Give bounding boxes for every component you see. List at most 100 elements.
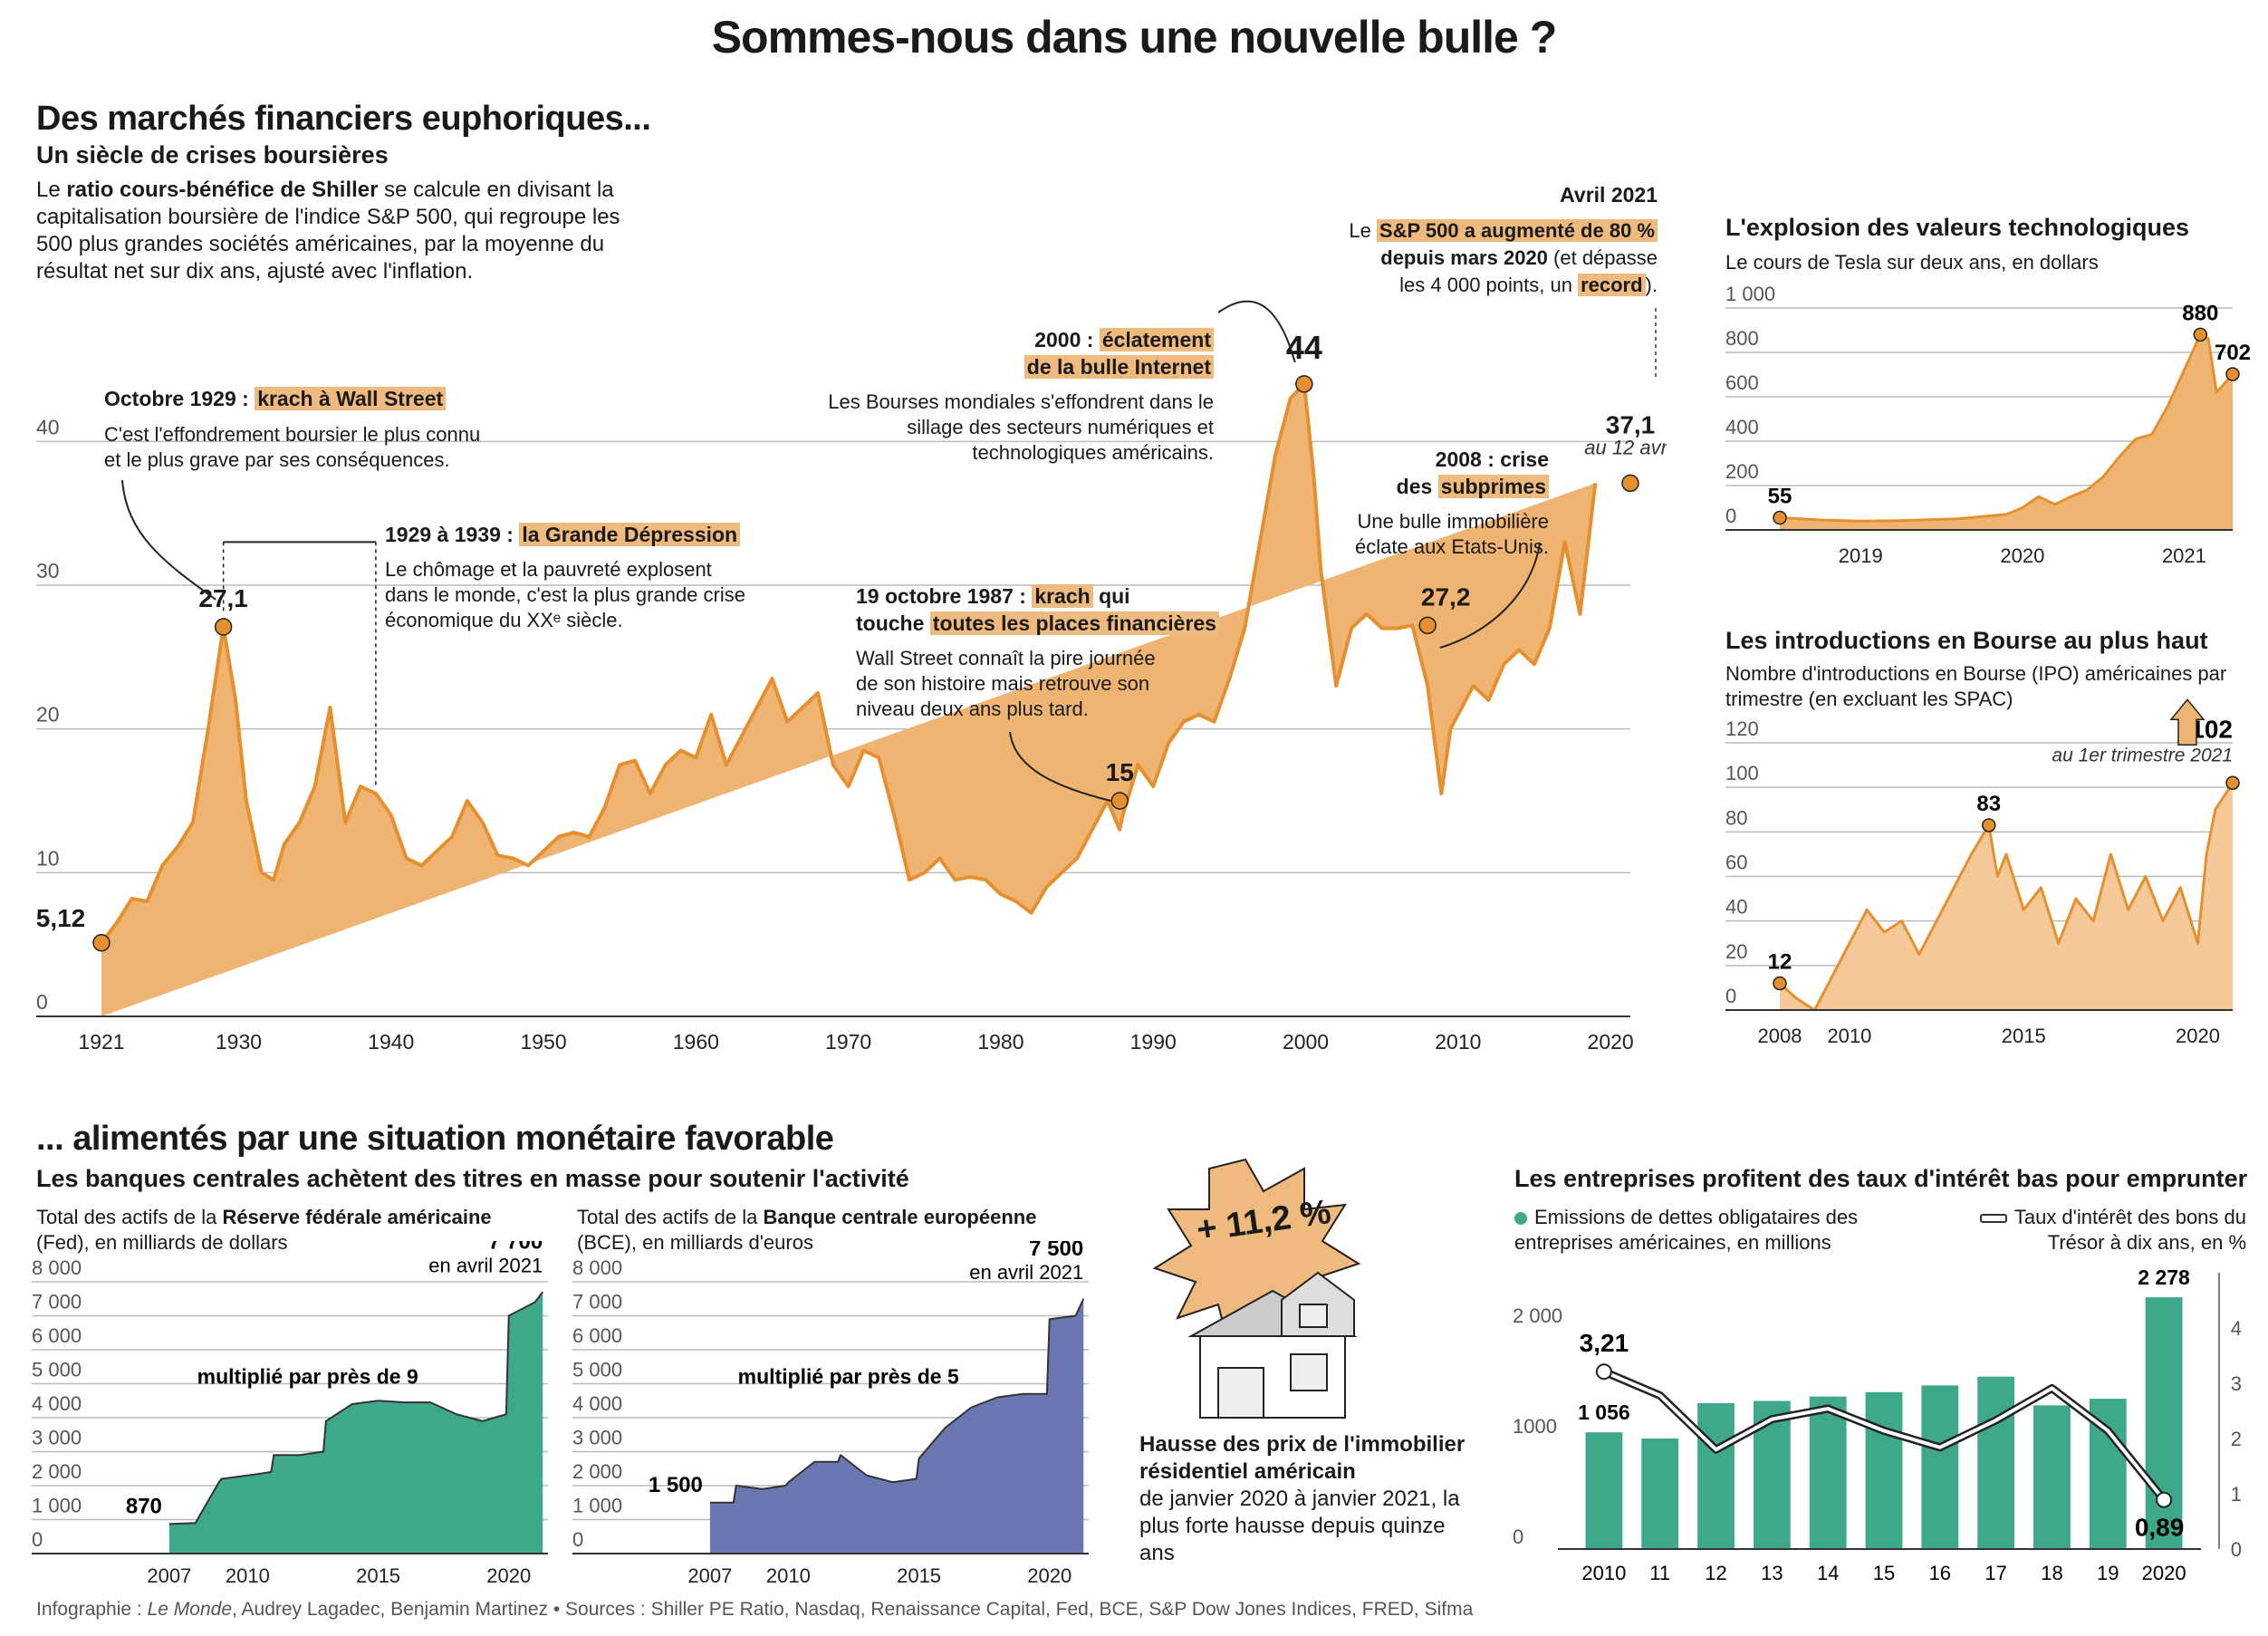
series-line — [1779, 332, 2234, 523]
shiller-chart: 0 10 20 30 40 1921 1930 1940 1950 1960 1970 1980 199… — [36, 300, 1667, 1054]
bce-chart: 0 1 000 2 000 3 000 4 000 5 000 6 000 7 000 8 00… — [572, 1241, 1089, 1587]
x-tick-label: 2020 — [486, 1564, 531, 1587]
y-tick-label: 4 000 — [572, 1392, 622, 1415]
annotation-1939-title: 1929 à 1939 : la Grande Dépression — [385, 521, 741, 548]
rate-point-marker — [1595, 1363, 1612, 1381]
y-tick-label: 20 — [1725, 940, 1747, 963]
annotation-2021-title: Avril 2021 — [1560, 183, 1658, 207]
y-tick-label: 600 — [1725, 371, 1759, 394]
section1-subheading: Un siècle de crises boursières — [36, 141, 389, 168]
y-tick-label: 20 — [36, 703, 60, 727]
data-point-marker — [1773, 976, 1787, 991]
bar — [1585, 1432, 1623, 1549]
annotation-1987-text: Wall Street connaît la pire journée de s… — [856, 647, 1156, 720]
leader-arrow-1929 — [121, 479, 216, 601]
y-tick-label: 10 — [36, 846, 60, 870]
y-tick-label: 80 — [1725, 806, 1747, 829]
y-tick-label-right: 0 — [2231, 1538, 2242, 1561]
x-tick-label: 1921 — [78, 1030, 124, 1054]
x-tick-label: 2015 — [2002, 1025, 2046, 1047]
y-tick-label: 7 000 — [32, 1291, 82, 1314]
bar — [1697, 1402, 1735, 1549]
bar — [2033, 1405, 2071, 1549]
y-tick-label: 1 000 — [32, 1495, 82, 1517]
annotation-2008-title: 2008 : crise des subprimes — [1396, 447, 1549, 498]
data-point-label: 83 — [1976, 792, 2001, 816]
x-tick-label: 1960 — [673, 1030, 719, 1054]
debt-legend-line: Taux d'intérêt des bons du Trésor à dix … — [1938, 1205, 2246, 1256]
data-point-label: 1 500 — [649, 1473, 703, 1497]
area-fill — [1780, 334, 2233, 530]
y-tick-label-left: 2 000 — [1513, 1304, 1562, 1327]
annotation-2008-text: Une bulle immobilière éclate aux Etats-U… — [1355, 510, 1549, 558]
x-tick-label: 15 — [1873, 1562, 1895, 1584]
y-tick-label: 120 — [1725, 717, 1759, 740]
y-tick-label: 0 — [1725, 985, 1736, 1007]
data-point-sublabel: en avril 2021 — [428, 1254, 543, 1276]
chart-annotation: multiplié par près de 5 — [738, 1365, 959, 1389]
data-point-label: 15 — [1106, 758, 1134, 786]
annotation-2000-title: 2000 : éclatement de la bulle Internet — [960, 326, 1214, 380]
x-tick-label: 16 — [1929, 1562, 1951, 1584]
x-tick-label: 2008 — [1758, 1025, 1802, 1047]
leader-arrow-2000 — [1217, 300, 1296, 363]
area-fill — [168, 1292, 543, 1554]
data-point-marker — [92, 934, 111, 952]
data-point-label: 27,2 — [1421, 582, 1471, 611]
series-line — [168, 1291, 544, 1525]
data-point-sublabel: au 12 avril — [1584, 436, 1667, 458]
y-tick-label: 0 — [1725, 505, 1736, 527]
x-tick-label: 1990 — [1130, 1030, 1177, 1054]
x-tick-label: 1970 — [825, 1030, 871, 1054]
data-point-marker — [1418, 616, 1437, 635]
bar-label: 2 278 — [2138, 1265, 2190, 1289]
annotation-1929-text: C'est l'effondrement boursier le plus co… — [104, 423, 481, 471]
x-tick-label: 18 — [2041, 1562, 2062, 1584]
data-point-marker — [1110, 792, 1129, 810]
rate-line — [1603, 1370, 2166, 1501]
y-tick-label: 3 000 — [32, 1427, 82, 1449]
y-tick-label: 1 000 — [572, 1495, 622, 1517]
up-arrow-icon — [2169, 698, 2206, 746]
x-tick-label: 2010 — [1827, 1025, 1871, 1047]
data-point-marker — [1295, 375, 1313, 393]
series-line — [709, 1298, 1085, 1504]
fed-chart: 0 1 000 2 000 3 000 4 000 5 000 6 000 7 000 8 00… — [32, 1241, 548, 1587]
x-tick-label: 2020 — [2000, 544, 2044, 567]
y-tick-label: 6 000 — [572, 1324, 622, 1347]
y-tick-label: 0 — [572, 1528, 583, 1551]
data-point-label: 37,1 — [1606, 410, 1656, 438]
x-tick-label: 2021 — [2162, 544, 2206, 567]
debt-legend-bar: Emissions de dettes obligataires des ent… — [1514, 1206, 1859, 1254]
x-tick-label: 1950 — [520, 1030, 566, 1054]
data-point-marker — [2193, 327, 2208, 342]
y-tick-label: 400 — [1725, 416, 1759, 438]
data-point-sublabel: en avril 2021 — [969, 1261, 1083, 1284]
x-tick-label: 11 — [1649, 1562, 1670, 1584]
data-point-label: 12 — [1768, 950, 1792, 975]
data-point-label: 702 — [2215, 341, 2251, 365]
y-tick-label: 5 000 — [572, 1359, 622, 1381]
credit-line: Infographie : Le Monde, Audrey Lagadec, … — [36, 1599, 1474, 1620]
bar-label: 1 056 — [1578, 1400, 1630, 1424]
data-point-label: 55 — [1768, 485, 1792, 509]
y-tick-label: 8 000 — [572, 1256, 622, 1279]
leader-arrow-1987 — [1009, 731, 1111, 802]
y-tick-label-right: 1 — [2231, 1483, 2242, 1506]
data-point-label: 7 700 — [488, 1241, 543, 1254]
chart-annotation: multiplié par près de 9 — [197, 1365, 418, 1389]
y-tick-label: 6 000 — [32, 1324, 82, 1347]
data-point-label: 7 500 — [1029, 1241, 1083, 1261]
housing-illustration: + 11,2 % — [1152, 1158, 1361, 1419]
x-tick-label: 2020 — [2142, 1562, 2186, 1584]
bar — [1641, 1439, 1679, 1549]
data-point-label: 44 — [1286, 329, 1322, 366]
legend-bar-swatch — [1514, 1212, 1527, 1226]
page-title: Sommes-nous dans une nouvelle bulle ? — [711, 12, 1558, 63]
rate-point-label: 0,89 — [2135, 1514, 2185, 1542]
y-tick-label: 1 000 — [1725, 283, 1775, 305]
data-point-marker — [2225, 775, 2240, 790]
x-tick-label: 2010 — [226, 1564, 270, 1587]
data-point-marker — [214, 618, 233, 636]
